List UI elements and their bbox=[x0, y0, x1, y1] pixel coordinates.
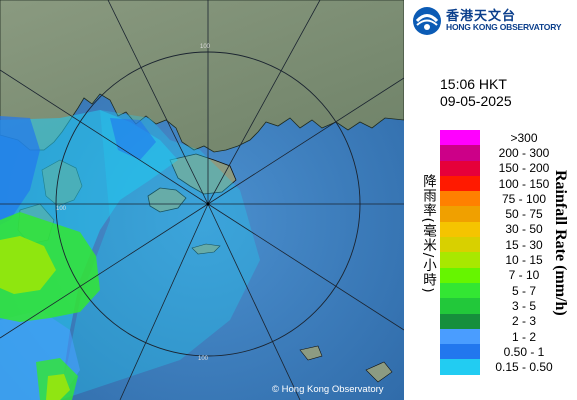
legend-label: 100 - 150 bbox=[498, 176, 550, 191]
legend-label: 15 - 30 bbox=[505, 237, 543, 252]
legend-swatch bbox=[440, 359, 480, 375]
outlying-islands bbox=[191, 243, 221, 255]
legend-row: 3 - 5 bbox=[440, 298, 568, 314]
radar-echo-medium bbox=[0, 116, 40, 225]
legend-label: 10 - 15 bbox=[505, 253, 543, 268]
legend-swatch bbox=[440, 175, 480, 192]
outlying-islands bbox=[299, 345, 323, 361]
hong-kong-land bbox=[169, 153, 237, 195]
legend-row: 200 - 300 bbox=[440, 145, 568, 161]
radar-echo-moderate bbox=[0, 236, 56, 294]
logo: 香港天文台 HONG KONG OBSERVATORY bbox=[412, 6, 561, 36]
legend-label: 1 - 2 bbox=[511, 329, 536, 344]
legend-label: 200 - 300 bbox=[498, 145, 550, 160]
range-label-bottom: 100 bbox=[198, 356, 209, 362]
rainfall-legend: >300 200 - 300 150 - 200 100 - 150 75 - 100 5… bbox=[440, 130, 568, 375]
legend-label: 150 - 200 bbox=[498, 161, 550, 176]
legend-label: 75 - 100 bbox=[501, 191, 547, 206]
radar-station bbox=[206, 202, 210, 206]
radar-echo-moderate bbox=[46, 374, 70, 400]
legend-row: 0.15 - 0.50 bbox=[440, 359, 568, 375]
logo-text-en: HONG KONG OBSERVATORY bbox=[446, 22, 562, 33]
legend-label: 0.15 - 0.50 bbox=[495, 360, 553, 375]
legend-panel: 香港天文台 HONG KONG OBSERVATORY 15:06 HKT 09… bbox=[404, 0, 577, 400]
legend-row: 15 - 30 bbox=[440, 237, 568, 253]
outlying-islands bbox=[365, 361, 393, 383]
legend-swatch bbox=[440, 328, 480, 345]
radar-map: 100 100 100 bbox=[0, 0, 404, 400]
legend-row: 30 - 50 bbox=[440, 221, 568, 238]
lantau-island bbox=[147, 187, 187, 213]
radial-lines bbox=[0, 0, 404, 400]
legend-row: 2 - 3 bbox=[440, 313, 568, 329]
legend-swatch bbox=[440, 237, 480, 253]
legend-row: 1 - 2 bbox=[440, 328, 568, 345]
legend-row: 50 - 75 bbox=[440, 206, 568, 222]
legend-swatch bbox=[440, 191, 480, 207]
legend-swatch bbox=[440, 298, 480, 314]
legend-swatch bbox=[440, 160, 480, 176]
legend-row: 7 - 10 bbox=[440, 267, 568, 283]
logo-text-cn: 香港天文台 bbox=[446, 8, 517, 24]
legend-swatch bbox=[440, 130, 480, 146]
legend-swatch bbox=[440, 206, 480, 222]
hko-logo-icon bbox=[413, 7, 441, 35]
legend-label: 2 - 3 bbox=[511, 314, 536, 329]
legend-swatch bbox=[440, 221, 480, 238]
legend-swatch bbox=[440, 282, 480, 299]
legend-swatch bbox=[440, 344, 480, 360]
radar-echo-medium bbox=[110, 118, 156, 160]
legend-swatch bbox=[440, 252, 480, 268]
legend-title-en: Rainfall Rate (mm/h) bbox=[552, 170, 569, 316]
legend-row: 10 - 15 bbox=[440, 252, 568, 268]
legend-label: 30 - 50 bbox=[505, 222, 543, 237]
legend-swatch bbox=[440, 267, 480, 283]
legend-row: 0.50 - 1 bbox=[440, 344, 568, 360]
range-label-left: 100 bbox=[56, 206, 67, 212]
legend-label: 0.50 - 1 bbox=[503, 344, 545, 359]
timestamp-date: 09-05-2025 bbox=[440, 93, 512, 109]
legend-label: 5 - 7 bbox=[511, 283, 536, 298]
legend-row: 100 - 150 bbox=[440, 175, 568, 192]
legend-row: >300 bbox=[440, 130, 568, 146]
legend-swatch bbox=[440, 145, 480, 161]
legend-swatch bbox=[440, 313, 480, 329]
legend-label: 3 - 5 bbox=[511, 298, 536, 313]
timestamp-time: 15:06 HKT bbox=[440, 76, 507, 92]
legend-label: 7 - 10 bbox=[508, 268, 540, 283]
copyright-text: © Hong Kong Observatory bbox=[272, 384, 384, 395]
radar-echo-light bbox=[60, 110, 260, 400]
legend-row: 150 - 200 bbox=[440, 160, 568, 176]
range-label-top: 100 bbox=[200, 44, 211, 50]
legend-label: >300 bbox=[510, 130, 538, 145]
legend-title-cn: 降雨率(毫米/小時) bbox=[420, 174, 436, 294]
legend-label: 50 - 75 bbox=[505, 207, 543, 222]
legend-row: 5 - 7 bbox=[440, 282, 568, 299]
legend-row: 75 - 100 bbox=[440, 191, 568, 207]
